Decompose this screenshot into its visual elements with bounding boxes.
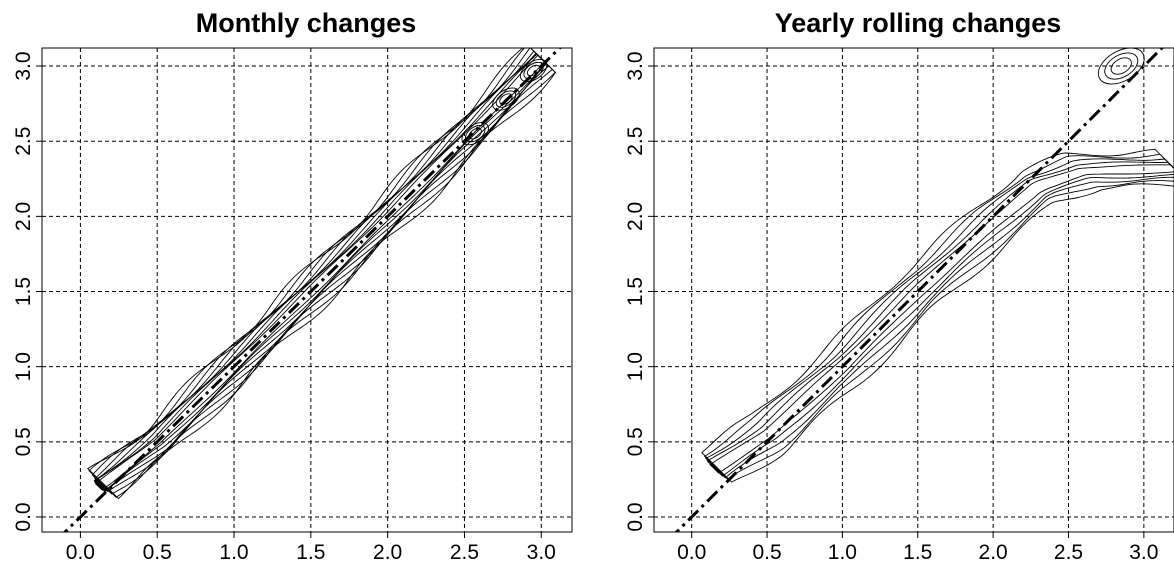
panel-yearly-rolling-changes: Yearly rolling changes 0.0 0.5 1.0 1.5 2.0 2.5… <box>624 8 1174 564</box>
x-tick-label: 2.5 <box>1054 541 1083 564</box>
grid <box>654 48 1174 532</box>
panel-monthly-changes: Monthly changes 0.0 0.5 1.0 1.5 2.0 2.5 3.0 0.0 0… <box>12 8 573 564</box>
reference-line-y-equals-x <box>62 48 562 532</box>
y-tick-label: 3.0 <box>624 51 647 80</box>
grid <box>42 48 572 532</box>
reference-line-y-equals-x <box>674 48 1165 532</box>
contour-line <box>705 158 1174 479</box>
y-tick-label: 2.5 <box>12 127 35 156</box>
y-tick-label: 1.5 <box>12 277 35 306</box>
plot-frame <box>653 47 1174 533</box>
x-tick-label: 0.5 <box>752 541 781 564</box>
contour-lines <box>701 48 1174 483</box>
x-tick-label: 1.5 <box>903 541 932 564</box>
x-tick-label: 2.5 <box>450 541 479 564</box>
y-tick-label: 3.0 <box>12 51 35 80</box>
y-tick-label: 0.0 <box>12 502 35 531</box>
y-tick-label: 1.5 <box>624 277 647 306</box>
contour-line <box>701 148 1174 483</box>
contour-lines <box>86 48 557 500</box>
x-tick-label: 1.5 <box>296 541 325 564</box>
contour-mode <box>499 93 513 105</box>
chart-title: Monthly changes <box>196 8 417 38</box>
contour-mode <box>492 87 520 111</box>
contour-line <box>86 48 557 500</box>
x-tick-label: 1.0 <box>828 541 857 564</box>
x-tick-label: 2.0 <box>979 541 1008 564</box>
contour-isolated-mode <box>1110 57 1132 75</box>
chart-title: Yearly rolling changes <box>775 8 1062 38</box>
y-tick-label: 2.0 <box>624 202 647 231</box>
y-tick-label: 0.0 <box>624 502 647 531</box>
y-tick-label: 1.0 <box>624 352 647 381</box>
y-tick-label: 1.0 <box>12 352 35 381</box>
x-tick-label: 0.0 <box>66 541 95 564</box>
contour-line <box>706 161 1174 477</box>
y-tick-label: 0.5 <box>12 427 35 456</box>
contour-line <box>703 153 1174 480</box>
x-tick-label: 3.0 <box>1129 541 1158 564</box>
contour-mode <box>495 90 517 108</box>
x-tick-label: 3.0 <box>527 541 556 564</box>
plot-frame <box>41 47 573 533</box>
x-tick-label: 1.0 <box>219 541 248 564</box>
y-tick-label: 2.0 <box>12 202 35 231</box>
y-tick-label: 0.5 <box>624 427 647 456</box>
contour-isolated-mode <box>1104 52 1139 80</box>
y-tick-label: 2.5 <box>624 127 647 156</box>
x-tick-label: 2.0 <box>373 541 402 564</box>
x-tick-label: 0.0 <box>677 541 706 564</box>
contour-line <box>709 164 1174 474</box>
x-tick-label: 0.5 <box>143 541 172 564</box>
